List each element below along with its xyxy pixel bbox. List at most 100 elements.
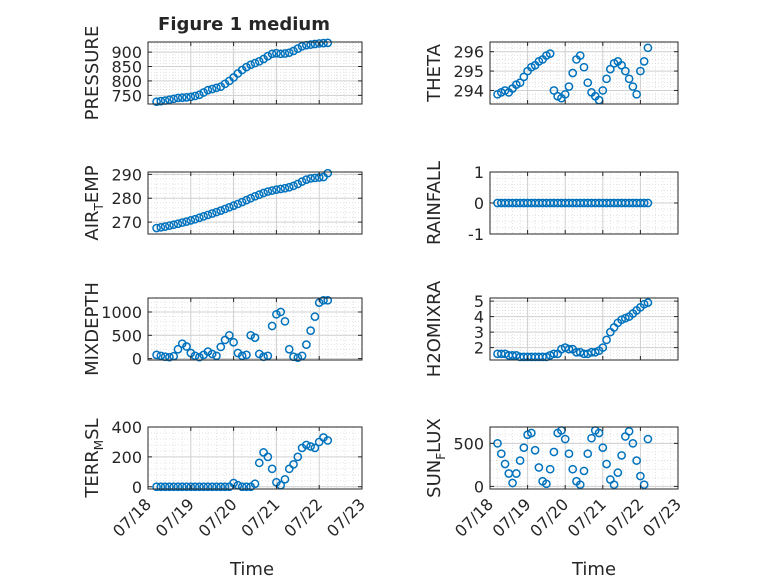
data-point — [639, 198, 649, 208]
x-tick-label: 07/19 — [152, 495, 198, 541]
data-point — [314, 39, 324, 48]
data-point — [515, 78, 525, 88]
y-tick-label: 290 — [111, 165, 142, 184]
data-point — [254, 458, 264, 468]
data-point — [263, 351, 273, 361]
data-point — [280, 183, 290, 193]
data-point — [628, 82, 638, 91]
axes-box — [489, 297, 679, 361]
data-point — [302, 440, 311, 450]
axes-box — [489, 426, 679, 490]
data-point — [229, 201, 238, 210]
data-point — [242, 62, 251, 72]
data-point — [583, 449, 593, 459]
data-point — [621, 66, 630, 76]
data-point — [160, 222, 170, 231]
y-tick-label: 850 — [111, 58, 142, 77]
data-point — [233, 348, 243, 358]
data-point — [643, 43, 653, 53]
data-point — [165, 482, 174, 492]
x-tick-label: 07/22 — [280, 495, 326, 541]
y-tick-label: 0 — [132, 350, 142, 369]
data-point — [289, 459, 298, 469]
data-point — [259, 188, 268, 198]
data-point — [165, 352, 174, 362]
data-point — [267, 321, 277, 331]
data-point — [575, 480, 585, 490]
data-point — [579, 62, 589, 72]
y-tick-label: 294 — [453, 81, 484, 100]
y-axis-label-text: AIR — [82, 210, 103, 240]
data-point — [302, 175, 311, 184]
data-point — [186, 216, 196, 225]
data-point — [169, 94, 179, 104]
x-axis-label-right: Time — [571, 559, 616, 580]
y-tick-label: 900 — [111, 43, 142, 62]
data-point — [545, 464, 555, 474]
axes-box — [147, 171, 363, 235]
y-axis-label: H2OMIXRA — [424, 280, 445, 377]
data-point — [280, 474, 290, 484]
data-point — [289, 46, 298, 56]
data-point — [220, 335, 230, 345]
data-point — [284, 464, 294, 474]
y-tick-label: 2 — [474, 339, 484, 358]
data-point — [173, 93, 183, 103]
y-tick-label: 500 — [111, 326, 142, 345]
data-point — [242, 482, 251, 492]
data-point — [636, 471, 645, 481]
data-point — [220, 204, 230, 214]
data-point — [568, 464, 578, 474]
data-point — [229, 337, 238, 347]
data-point — [182, 482, 191, 492]
data-point — [207, 209, 217, 218]
data-point — [530, 445, 540, 455]
data-point — [242, 350, 251, 360]
data-point — [598, 443, 608, 453]
data-point — [297, 177, 307, 186]
x-tick-label: 07/19 — [489, 495, 535, 541]
data-point — [237, 482, 247, 492]
data-point — [609, 480, 619, 490]
data-point — [182, 342, 191, 351]
data-point — [195, 90, 204, 100]
y-tick-label: 750 — [111, 86, 142, 105]
data-point — [500, 459, 510, 469]
data-point — [237, 197, 247, 207]
y-axis-label: TERRMSL — [82, 418, 106, 498]
y-axis-label-text: THETA — [424, 43, 445, 103]
data-point — [306, 174, 315, 183]
data-point — [224, 330, 234, 340]
data-point — [549, 447, 559, 457]
data-point — [220, 482, 230, 492]
data-point — [549, 86, 559, 95]
data-point — [190, 482, 200, 492]
data-point — [267, 186, 277, 195]
y-tick-label: 200 — [111, 448, 142, 467]
x-tick-label: 07/22 — [601, 495, 647, 541]
data-point — [152, 223, 161, 233]
data-point — [323, 38, 333, 48]
y-tick-label: 1000 — [101, 303, 142, 322]
data-point — [306, 326, 315, 335]
data-point — [203, 85, 213, 95]
y-tick-label: 0 — [474, 477, 484, 496]
data-point — [267, 49, 277, 59]
data-point — [177, 482, 187, 492]
data-point — [216, 482, 226, 492]
data-point — [534, 463, 544, 472]
y-axis-label-text: SL — [82, 418, 103, 439]
y-tick-label: 500 — [453, 434, 484, 453]
data-point — [280, 316, 290, 326]
y-tick-label: 800 — [111, 72, 142, 91]
data-point — [259, 448, 268, 457]
data-point — [177, 93, 187, 103]
data-point — [319, 38, 328, 48]
data-point — [310, 39, 320, 49]
data-point — [195, 482, 204, 492]
data-point — [263, 452, 273, 462]
